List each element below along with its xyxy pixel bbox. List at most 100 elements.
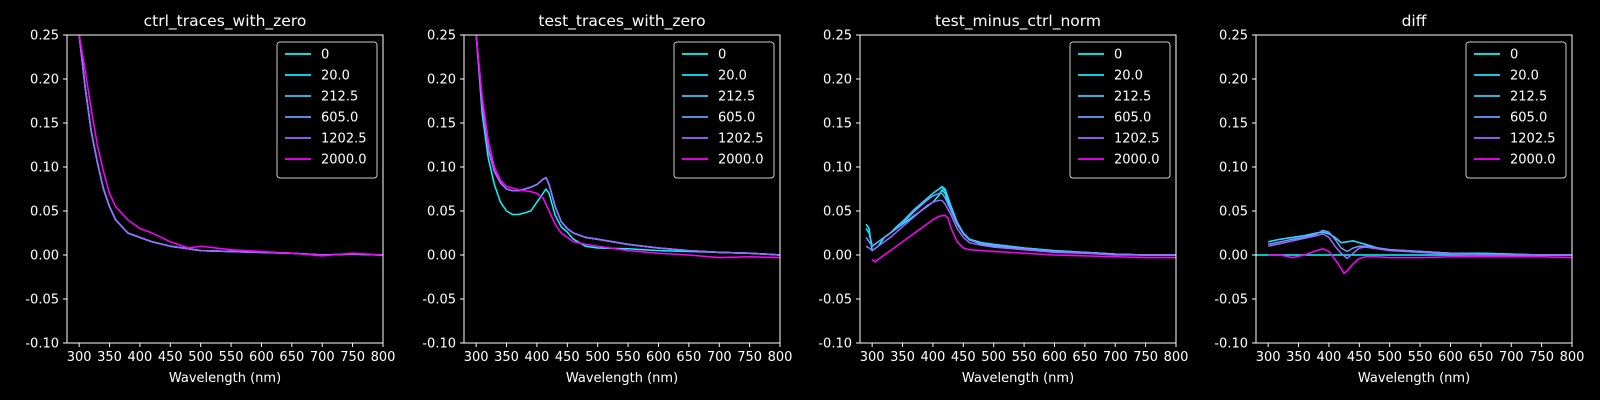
x-tick-label: 300: [464, 350, 489, 365]
x-axis-label: Wavelength (nm): [1358, 371, 1470, 386]
y-tick-label: 0.10: [823, 161, 852, 176]
x-tick-label: 400: [921, 350, 946, 365]
y-tick-label: 0.05: [823, 205, 852, 220]
plot-frame: [66, 34, 384, 344]
x-tick-label: 550: [1012, 350, 1037, 365]
y-tick-label: -0.10: [25, 337, 59, 352]
series-line-2000.0: [1268, 248, 1572, 275]
y-tick-label: -0.05: [422, 293, 456, 308]
x-tick-label: 450: [555, 350, 580, 365]
x-tick-label: 300: [860, 350, 885, 365]
legend-box: [1465, 41, 1567, 179]
legend-box: [1069, 41, 1171, 179]
y-tick-label: -0.05: [25, 293, 59, 308]
legend: 0 20.0 212.5 605.0 1202.5 2000.0: [1069, 41, 1171, 179]
series-group: [865, 185, 1176, 263]
x-tick-label: 550: [616, 350, 641, 365]
legend: 0 20.0 212.5 605.0 1202.5 2000.0: [1465, 41, 1567, 179]
series-line-0: [475, 35, 780, 256]
legend-entry-212.5: 212.5: [1114, 90, 1151, 105]
y-tick-label: 0.10: [427, 161, 456, 176]
x-axis-label: Wavelength (nm): [962, 371, 1074, 386]
x-tick-label: 650: [279, 350, 304, 365]
y-tick-label: -0.05: [818, 293, 852, 308]
x-tick-label: 650: [1468, 350, 1493, 365]
x-tick-label: 700: [1499, 350, 1524, 365]
x-tick-label: 700: [310, 350, 335, 365]
y-tick-label: 0.25: [30, 29, 59, 44]
series-line-2000.0: [475, 35, 780, 259]
series-line-2000.0: [871, 214, 1176, 263]
y-tick-label: 0.05: [1219, 205, 1248, 220]
x-tick-label: 600: [1438, 350, 1463, 365]
y-tick-label: 0.25: [823, 29, 852, 44]
x-tick-label: 800: [1560, 350, 1585, 365]
legend-entry-605.0: 605.0: [718, 111, 755, 126]
x-tick-label: 450: [158, 350, 183, 365]
legend-entry-0: 0: [1114, 48, 1122, 63]
legend-entry-20.0: 20.0: [1510, 69, 1539, 84]
chart-title: diff: [1402, 12, 1427, 30]
series-line-1202.5: [1268, 233, 1572, 260]
x-tick-label: 300: [1256, 350, 1281, 365]
chart-panel-1: ctrl_traces_with_zero 300 350 400 450 500 550 6…: [25, 12, 395, 386]
y-tick-label: 0.20: [30, 73, 59, 88]
x-axis-label: Wavelength (nm): [169, 371, 281, 386]
legend-entry-605.0: 605.0: [1114, 111, 1151, 126]
x-tick-label: 750: [1529, 350, 1554, 365]
legend-entry-2000.0: 2000.0: [321, 153, 367, 168]
legend-entry-20.0: 20.0: [1114, 69, 1143, 84]
y-tick-label: 0.20: [427, 73, 456, 88]
x-tick-label: 750: [340, 350, 365, 365]
x-tick-label: 800: [768, 350, 793, 365]
x-tick-label: 750: [737, 350, 762, 365]
x-tick-label: 800: [1164, 350, 1189, 365]
x-axis-label: Wavelength (nm): [566, 371, 678, 386]
legend-entry-605.0: 605.0: [1510, 111, 1547, 126]
legend-entry-1202.5: 1202.5: [1510, 132, 1556, 147]
legend-entry-605.0: 605.0: [321, 111, 358, 126]
x-tick-label: 650: [1072, 350, 1097, 365]
legend: 0 20.0 212.5 605.0 1202.5 2000.0: [276, 41, 378, 179]
legend-entry-1202.5: 1202.5: [718, 132, 764, 147]
x-tick-label: 400: [128, 350, 153, 365]
x-tick-label: 400: [1317, 350, 1342, 365]
series-group: [1256, 229, 1572, 275]
x-tick-label: 450: [951, 350, 976, 365]
y-tick-label: 0.10: [30, 161, 59, 176]
y-tick-label: 0.00: [1219, 249, 1248, 264]
x-tick-label: 550: [1408, 350, 1433, 365]
y-tick-label: -0.10: [818, 337, 852, 352]
y-tick-label: -0.10: [422, 337, 456, 352]
chart-panel-4: diff 300 350 400 450 500 550 600 650 700 750 800 -0.…: [1214, 12, 1584, 386]
x-tick-label: 700: [707, 350, 732, 365]
chart-title: test_minus_ctrl_norm: [935, 12, 1101, 31]
legend-entry-20.0: 20.0: [718, 69, 747, 84]
x-tick-label: 700: [1103, 350, 1128, 365]
x-tick-label: 600: [1042, 350, 1067, 365]
series-line-1202.5: [475, 35, 780, 256]
x-tick-label: 600: [249, 350, 274, 365]
legend-entry-1202.5: 1202.5: [1114, 132, 1160, 147]
y-tick-label: 0.20: [823, 73, 852, 88]
x-tick-label: 500: [1377, 350, 1402, 365]
y-tick-label: 0.25: [1219, 29, 1248, 44]
series-line-605.0: [865, 192, 1176, 256]
x-tick-label: 350: [890, 350, 915, 365]
x-tick-label: 350: [1286, 350, 1311, 365]
x-tick-label: 800: [371, 350, 396, 365]
legend-box: [673, 41, 775, 179]
plot-frame: [463, 34, 781, 344]
series-line-1202.5: [865, 199, 1176, 256]
legend-entry-0: 0: [718, 48, 726, 63]
y-tick-label: 0.25: [427, 29, 456, 44]
legend: 0 20.0 212.5 605.0 1202.5 2000.0: [673, 41, 775, 179]
legend-entry-2000.0: 2000.0: [1114, 153, 1160, 168]
legend-entry-212.5: 212.5: [321, 90, 358, 105]
series-line-2000.0: [78, 35, 383, 257]
legend-entry-212.5: 212.5: [718, 90, 755, 105]
series-group: [475, 35, 780, 259]
chart-title: ctrl_traces_with_zero: [144, 12, 307, 31]
y-tick-label: 0.20: [1219, 73, 1248, 88]
